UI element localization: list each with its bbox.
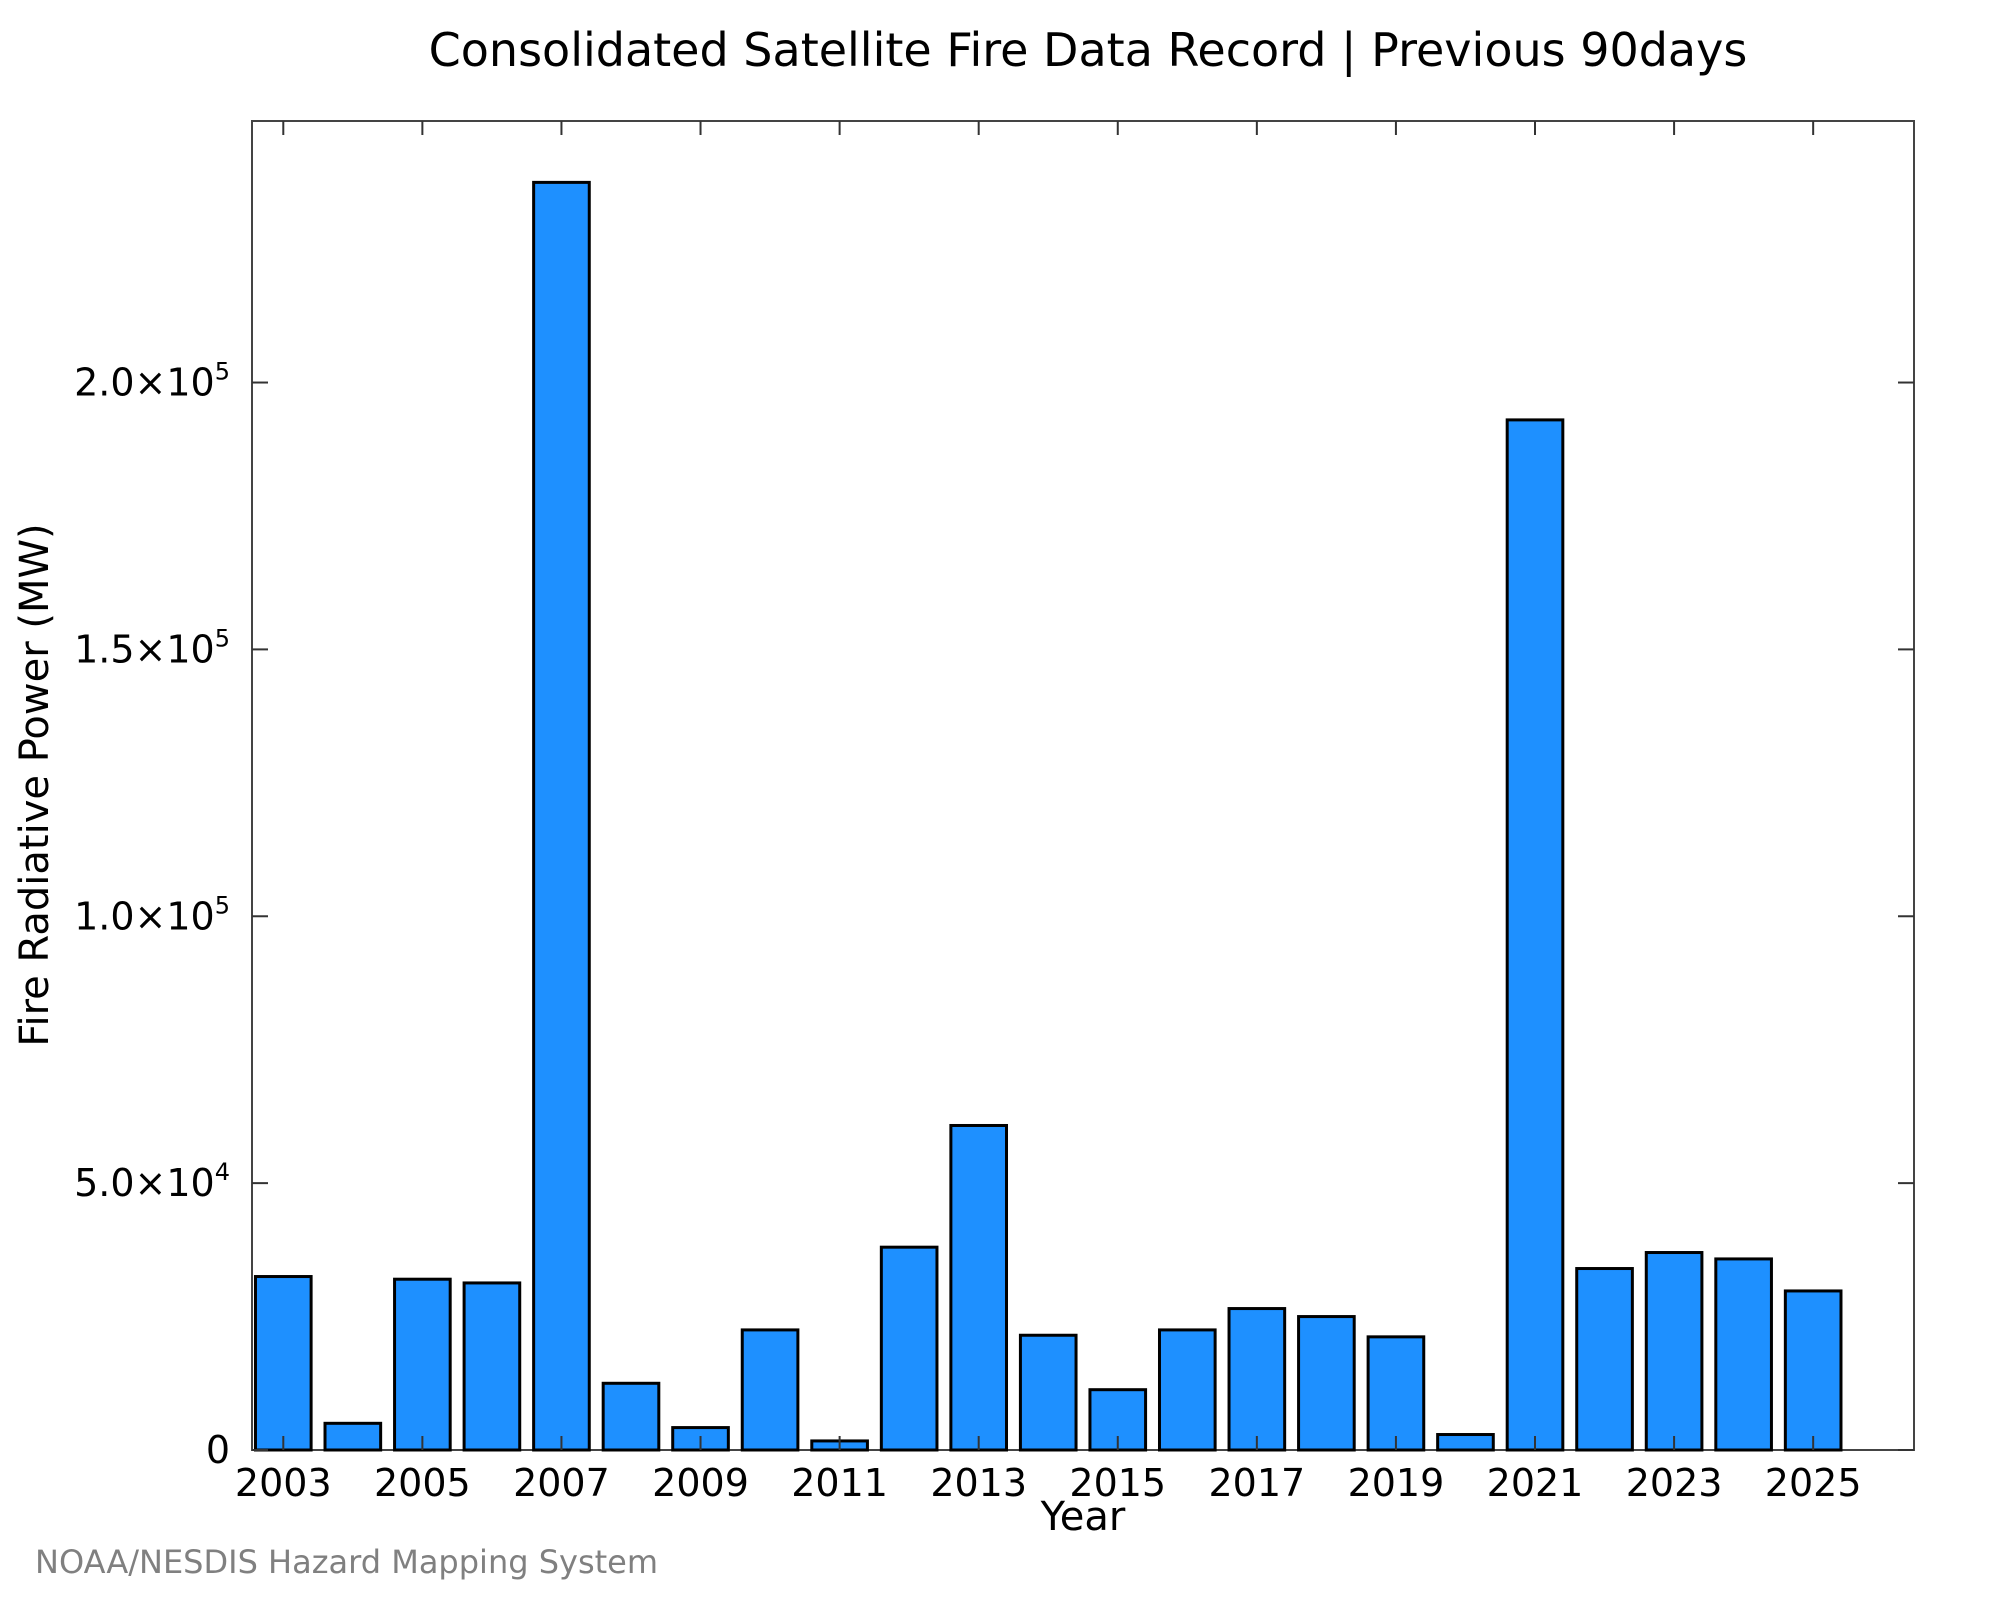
bar-2013 xyxy=(949,1123,1009,1452)
x-tick-label-2007: 2007 xyxy=(513,1461,610,1505)
x-tick-label-2003: 2003 xyxy=(235,1461,332,1505)
bar-2016 xyxy=(1157,1328,1217,1452)
x-axis-ticks: 2003 2005 2007 2009 2011 2013 2015 2017 2019 2021… xyxy=(235,121,1862,1505)
bar-2021 xyxy=(1505,418,1565,1452)
bar-2014 xyxy=(1018,1333,1078,1452)
y-tick-label: 1.5×105 xyxy=(74,624,230,671)
y-tick-label: 5.0×104 xyxy=(74,1158,230,1205)
bar-2018 xyxy=(1297,1315,1356,1452)
y-axis-ticks: 0 5.0×104 1.0×105 1.5×105 2.0×105 xyxy=(74,358,1914,1472)
bar-2004 xyxy=(323,1421,383,1452)
x-tick-label-2005: 2005 xyxy=(374,1461,471,1505)
bar-2022 xyxy=(1575,1267,1634,1452)
bar-2023 xyxy=(1644,1251,1704,1452)
x-tick-label-2019: 2019 xyxy=(1348,1461,1445,1505)
x-tick-label-2009: 2009 xyxy=(652,1461,749,1505)
bar-2017 xyxy=(1227,1307,1287,1452)
bar-2024 xyxy=(1714,1257,1773,1452)
bar-2019 xyxy=(1366,1335,1426,1452)
chart-title: Consolidated Satellite Fire Data Record … xyxy=(429,23,1748,78)
x-tick-label-2017: 2017 xyxy=(1208,1461,1305,1505)
y-tick-label: 2.0×105 xyxy=(74,358,230,405)
bar-2025 xyxy=(1783,1289,1843,1452)
bar-2010 xyxy=(740,1328,800,1452)
credit-label: NOAA/NESDIS Hazard Mapping System xyxy=(35,1543,658,1581)
y-axis-label: Fire Radiative Power (MW) xyxy=(12,523,58,1046)
bar-group xyxy=(253,180,1843,1452)
x-tick-label-2013: 2013 xyxy=(930,1461,1027,1505)
bar-2008 xyxy=(601,1381,661,1452)
bar-2005 xyxy=(393,1277,452,1452)
x-tick-label-2021: 2021 xyxy=(1487,1461,1584,1505)
x-tick-label-2025: 2025 xyxy=(1765,1461,1862,1505)
bar-2006 xyxy=(462,1281,522,1452)
y-tick-label: 0 xyxy=(206,1428,230,1472)
bar-2012 xyxy=(879,1245,939,1452)
x-tick-label-2015: 2015 xyxy=(1069,1461,1166,1505)
bar-2003 xyxy=(253,1275,313,1452)
plot-area-frame xyxy=(251,120,1915,1451)
bar-2020 xyxy=(1436,1433,1495,1452)
bar-2007 xyxy=(532,180,591,1452)
x-tick-label-2023: 2023 xyxy=(1626,1461,1723,1505)
y-tick-label: 1.0×105 xyxy=(74,891,230,938)
x-axis-label: Year xyxy=(1040,1494,1126,1540)
x-tick-label-2011: 2011 xyxy=(791,1461,888,1505)
